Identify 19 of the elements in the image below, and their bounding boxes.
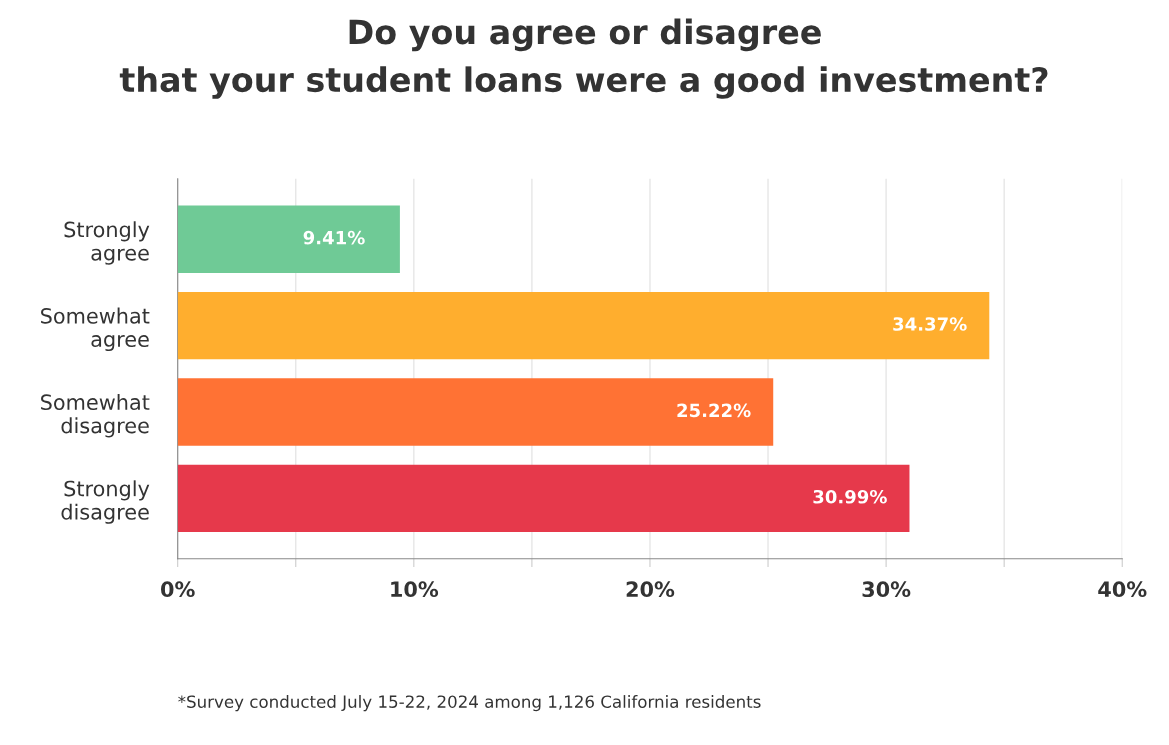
data-label: 25.22%: [677, 403, 751, 418]
y-tick-label: Strongly disagree: [61, 480, 150, 524]
x-tick-label: 40%: [1098, 581, 1147, 598]
x-tick-label: 30%: [862, 581, 911, 598]
y-tick-label: Strongly agree: [64, 221, 150, 265]
bar: [177, 378, 774, 446]
chart-title: Do you agree or disagree that your student loans were a good investment?: [119, 18, 1048, 99]
bar: [177, 464, 910, 532]
bar: [177, 205, 400, 273]
data-label: 34.37%: [893, 317, 967, 331]
x-tick-label: 10%: [391, 581, 439, 598]
bar: [177, 291, 990, 360]
data-label: 9.41%: [303, 230, 365, 245]
data-label: 30.99%: [813, 489, 887, 504]
text: *Survey conducted July 15-22, 2024 among 1,126 California residents: [178, 695, 761, 712]
y-tick-label: Somewhat agree: [41, 307, 150, 352]
y-tick-label: Somewhat disagree: [41, 393, 150, 438]
x-tick-label: 0%: [161, 581, 195, 598]
x-tick-label: 20%: [626, 581, 675, 598]
